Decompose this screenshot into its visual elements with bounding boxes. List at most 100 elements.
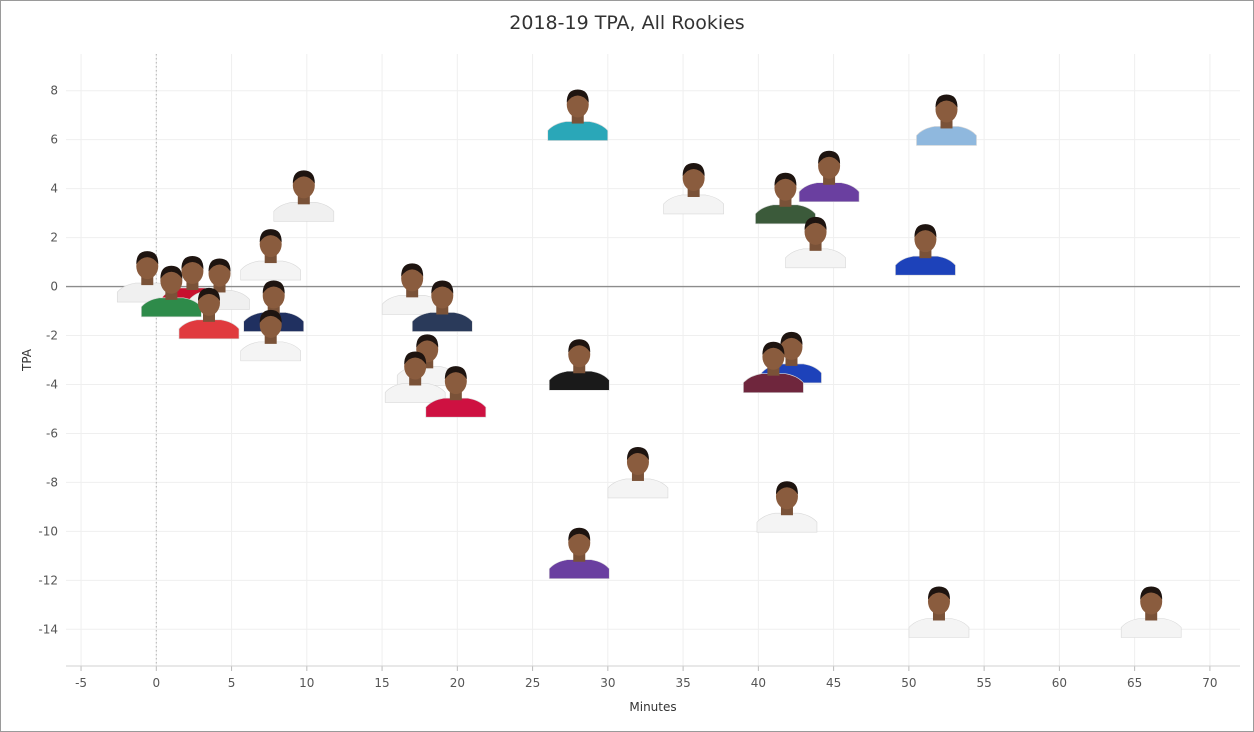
neck — [421, 359, 434, 369]
x-tick-label: 35 — [675, 676, 690, 690]
neck — [823, 175, 836, 185]
player-headshot-marker — [755, 172, 816, 225]
head — [259, 231, 282, 258]
y-tick-label: -14 — [38, 622, 58, 636]
neck — [264, 254, 277, 264]
y-tick-label: 4 — [50, 182, 58, 196]
x-tick-label: 65 — [1127, 676, 1142, 690]
reference-lines — [66, 54, 1240, 666]
jersey — [384, 383, 446, 403]
hair — [181, 256, 204, 270]
hair — [416, 334, 439, 348]
jersey — [785, 248, 846, 269]
x-tick-label: 55 — [976, 676, 991, 690]
y-tick-label: -12 — [38, 573, 58, 587]
hair — [682, 162, 705, 176]
head — [401, 265, 424, 292]
x-tick-label: 5 — [228, 676, 236, 690]
neck — [780, 506, 793, 516]
hair — [262, 280, 285, 294]
hair — [431, 280, 454, 294]
x-tick-label: 10 — [299, 676, 314, 690]
jersey — [240, 260, 301, 281]
player-headshot-marker — [547, 89, 609, 141]
hair — [208, 258, 231, 272]
jersey — [908, 618, 970, 638]
x-tick-label: 20 — [450, 676, 465, 690]
neck — [767, 366, 780, 376]
hair — [444, 366, 467, 380]
jersey — [548, 559, 610, 580]
x-axis-ticks: -5 0 5 10 15 20 25 30 35 40 45 50 55 60 65 70 — [75, 666, 1218, 690]
head — [762, 343, 785, 370]
hair — [566, 89, 589, 103]
head — [197, 289, 220, 316]
y-tick-label: 8 — [50, 84, 58, 98]
head — [444, 368, 467, 395]
y-axis-label: TPA — [20, 348, 34, 372]
hair — [775, 481, 798, 495]
player-headshot-marker — [743, 341, 804, 393]
neck — [809, 241, 822, 251]
neck — [297, 195, 310, 205]
neck — [573, 552, 586, 562]
hair — [259, 309, 282, 323]
y-tick-label: -10 — [38, 524, 58, 538]
head — [181, 258, 204, 285]
neck — [213, 283, 226, 293]
player-headshot-marker — [240, 309, 301, 362]
head — [404, 353, 427, 380]
jersey — [895, 255, 956, 276]
jersey — [798, 182, 860, 203]
x-tick-label: 15 — [374, 676, 389, 690]
jersey — [663, 194, 724, 215]
y-tick-label: -2 — [46, 329, 58, 343]
head — [160, 267, 183, 294]
neck — [919, 249, 932, 259]
y-tick-label: -6 — [46, 426, 58, 440]
neck — [202, 312, 215, 322]
jersey — [141, 297, 202, 318]
player-headshot-marker — [141, 265, 202, 318]
neck — [141, 276, 154, 286]
player-headshot-marker — [916, 94, 977, 146]
hair — [927, 586, 950, 600]
hair — [1140, 586, 1163, 600]
head — [262, 282, 285, 309]
player-headshot-marker — [1120, 586, 1182, 638]
head — [259, 311, 282, 338]
neck — [779, 197, 792, 207]
head — [568, 341, 591, 368]
y-axis-ticks: 8 6 4 2 0 -2 -4 -6 -8 -10 -12 -14 — [38, 84, 58, 637]
y-tick-label: -8 — [46, 475, 58, 489]
head — [682, 164, 705, 191]
y-tick-label: -4 — [46, 377, 58, 391]
head — [1140, 588, 1163, 615]
player-headshot-marker — [384, 351, 446, 403]
neck — [785, 356, 798, 366]
head — [136, 253, 159, 280]
player-headshot-marker — [240, 229, 301, 281]
hair — [780, 331, 803, 345]
hair — [818, 150, 841, 164]
neck — [687, 187, 700, 197]
head — [292, 172, 315, 199]
jersey — [1120, 618, 1182, 638]
jersey — [607, 478, 669, 499]
x-tick-label: -5 — [75, 676, 87, 690]
player-headshot-marker — [663, 162, 724, 215]
neck — [1145, 611, 1158, 621]
head — [804, 218, 827, 245]
x-tick-label: 30 — [600, 676, 615, 690]
neck — [165, 290, 178, 300]
head — [566, 91, 589, 118]
hair — [136, 251, 159, 265]
hair — [401, 263, 424, 277]
jersey — [755, 204, 816, 225]
jersey — [178, 319, 240, 340]
player-headshot-marker — [273, 170, 335, 222]
neck — [264, 334, 277, 344]
jersey — [756, 512, 818, 533]
hair — [292, 170, 315, 184]
